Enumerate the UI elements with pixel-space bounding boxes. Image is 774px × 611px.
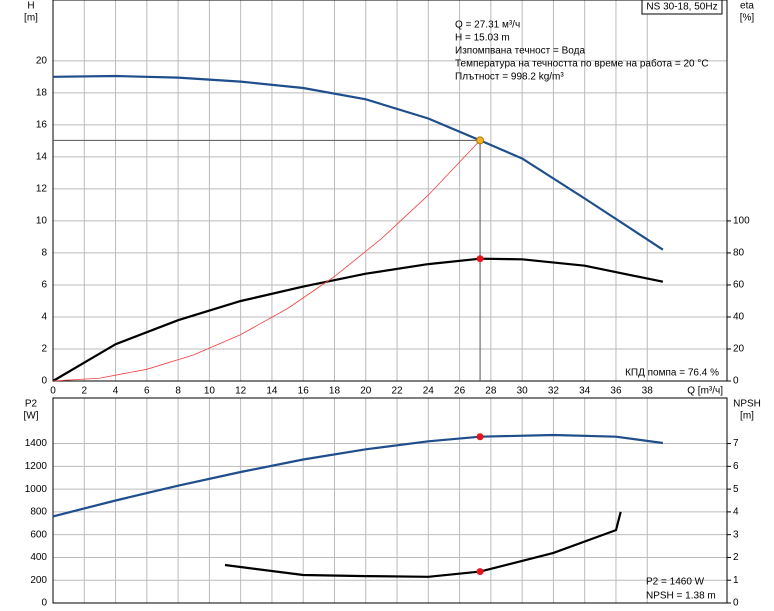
curve	[224, 511, 622, 578]
x-tick-label: 26	[454, 386, 466, 397]
y-tick-label: 0	[41, 598, 47, 609]
x-tick-label: 24	[423, 386, 435, 397]
x-tick-label: 34	[579, 386, 591, 397]
operating-point	[476, 136, 485, 145]
y2-tick-label: 3	[733, 529, 739, 540]
tag-box	[641, 0, 723, 15]
curve	[52, 140, 481, 382]
y-tick-label: 2	[41, 344, 47, 355]
y2-axis-unit: [m]	[740, 411, 754, 422]
y-axis-unit: [m]	[24, 13, 38, 24]
y-tick-label: 12	[36, 184, 48, 195]
y2-tick-label: 5	[733, 484, 739, 495]
x-tick-label: 12	[235, 386, 247, 397]
annotation: Плътност = 998.2 kg/m³	[455, 72, 564, 83]
x-tick-label: 20	[360, 386, 372, 397]
y-axis-label: H	[27, 1, 34, 12]
x-tick-label: 10	[204, 386, 216, 397]
x-tick-label: 14	[266, 386, 278, 397]
x-tick-label: 32	[548, 386, 560, 397]
y-tick-label: 0	[41, 376, 47, 387]
y-axis-unit: [W]	[24, 411, 39, 422]
x-tick-label: 2	[81, 386, 87, 397]
operating-point	[476, 433, 484, 441]
x-tick-label: 4	[113, 386, 119, 397]
y2-axis-label: NPSH	[733, 399, 761, 410]
y2-tick-label: 4	[733, 507, 739, 518]
curve	[52, 74, 664, 251]
y2-tick-label: 80	[733, 248, 745, 259]
x-tick-label: 22	[391, 386, 403, 397]
y-tick-label: 600	[30, 529, 47, 540]
annotation: NPSH = 1.38 m	[646, 591, 716, 602]
annotation: Температура на течността по време на раб…	[455, 58, 709, 70]
x-tick-label: 18	[329, 386, 341, 397]
operating-point	[476, 568, 484, 576]
x-tick-label: 8	[175, 386, 181, 397]
y-tick-label: 400	[30, 552, 47, 563]
annotation: P2 = 1460 W	[646, 577, 705, 588]
annotation: Изпомпвана течност = Вода	[455, 46, 585, 57]
y2-tick-label: 1	[733, 575, 739, 586]
y-tick-label: 14	[36, 152, 48, 163]
y2-tick-label: 7	[733, 438, 739, 449]
curve	[52, 257, 664, 382]
y-axis-label: P2	[25, 399, 38, 410]
y2-tick-label: 60	[733, 280, 745, 291]
y2-tick-label: 100	[733, 216, 750, 227]
y2-tick-label: 2	[733, 552, 739, 563]
y2-axis-label: eta	[740, 1, 754, 12]
y2-tick-label: 6	[733, 461, 739, 472]
y-tick-label: 1000	[25, 484, 48, 495]
x-tick-label: 6	[144, 386, 150, 397]
curve	[52, 433, 664, 518]
y2-tick-label: 20	[733, 344, 745, 355]
y-tick-label: 16	[36, 120, 48, 131]
annotation: H = 15.03 m	[455, 33, 510, 44]
plot-frame	[52, 0, 728, 382]
operating-point	[476, 255, 484, 263]
y-tick-label: 200	[30, 575, 47, 586]
x-tick-label: 38	[642, 386, 654, 397]
x-tick-label: 16	[298, 386, 310, 397]
y2-tick-label: 0	[733, 376, 739, 387]
x-axis-label: Q [m³/ч]	[687, 386, 723, 397]
y2-axis-unit: [%]	[740, 13, 755, 24]
y-tick-label: 1400	[25, 438, 48, 449]
footnote: КПД помпа = 76.4 %	[625, 368, 719, 379]
tag: NS 30-18, 50Hz	[646, 2, 717, 13]
x-tick-label: 28	[485, 386, 497, 397]
plot-frame	[52, 397, 728, 604]
y-tick-label: 18	[36, 87, 48, 98]
y-tick-label: 10	[36, 216, 48, 227]
annotation: Q = 27.31 м³/ч	[455, 20, 520, 31]
y-tick-label: 1200	[25, 461, 48, 472]
y2-tick-label: 0	[733, 598, 739, 609]
y-tick-label: 4	[41, 312, 47, 323]
y-tick-label: 800	[30, 507, 47, 518]
x-tick-label: 0	[50, 386, 56, 397]
x-tick-label: 36	[610, 386, 622, 397]
y-tick-label: 20	[36, 55, 48, 66]
y2-tick-label: 40	[733, 312, 745, 323]
y-tick-label: 8	[41, 248, 47, 259]
x-tick-label: 30	[517, 386, 529, 397]
y-tick-label: 6	[41, 280, 47, 291]
